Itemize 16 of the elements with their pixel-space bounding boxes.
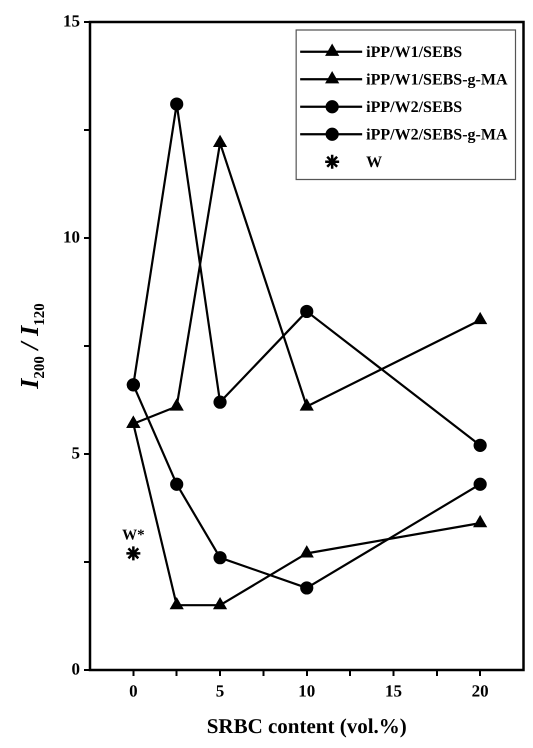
y-tick-label: 10 (63, 227, 80, 246)
x-tick-label: 20 (472, 682, 489, 701)
x-tick-label: 15 (384, 682, 402, 701)
legend-label: iPP/W1/SEBS (366, 44, 462, 61)
y-tick-label: 15 (63, 11, 80, 30)
y-tick-label: 0 (72, 659, 80, 678)
x-tick-label: 5 (216, 682, 224, 701)
legend-label: iPP/W1/SEBS-g-MA (366, 71, 508, 88)
x-axis-title: SRBC content (vol.%) (206, 714, 407, 738)
x-tick-label: 10 (298, 682, 316, 701)
annotation: W* (122, 527, 145, 544)
legend-label: W (366, 154, 382, 171)
legend-label: iPP/W2/SEBS-g-MA (366, 126, 508, 144)
legend-label: iPP/W2/SEBS (366, 98, 462, 116)
y-tick-label: 5 (72, 443, 80, 462)
x-tick-label: 0 (129, 682, 138, 701)
